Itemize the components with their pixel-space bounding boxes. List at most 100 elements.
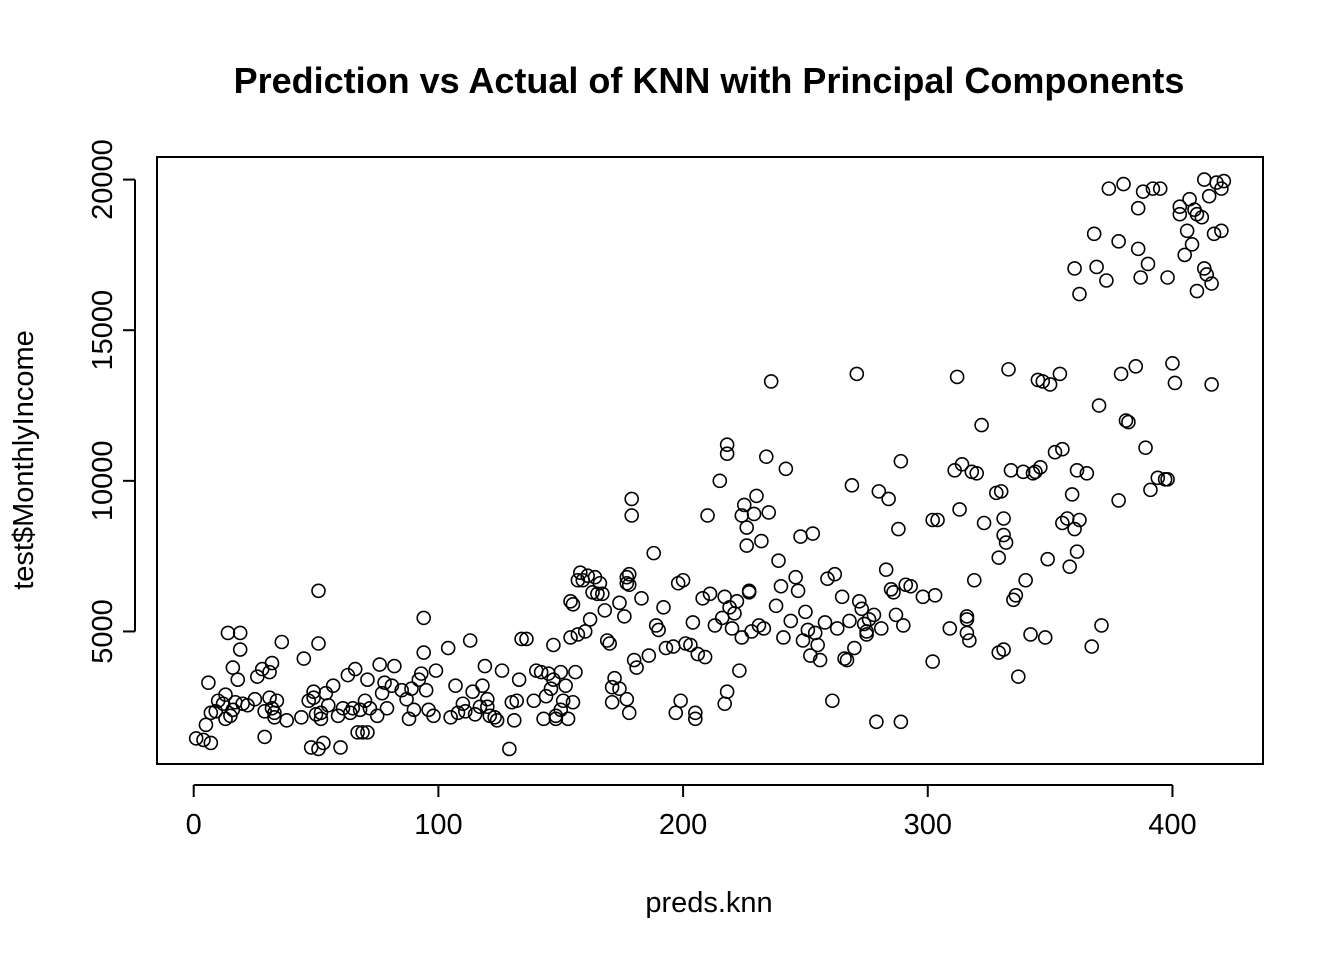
x-tick-label: 200 [659,809,707,841]
data-point [350,725,365,740]
data-point [700,508,715,523]
data-point [925,512,940,528]
data-point [1094,618,1109,633]
y-tick-label: 15000 [87,290,119,371]
data-point [1089,259,1104,275]
data-point [577,624,593,639]
data-point [225,660,241,675]
data-point [455,696,471,712]
data-point [360,672,375,687]
y-axis-label: test$MonthlyIncome [8,330,40,590]
data-point [668,705,684,721]
data-point [1121,414,1136,430]
data-point [996,527,1011,543]
data-point [1091,398,1107,413]
data-point [675,572,691,588]
data-point [695,591,710,606]
data-point [717,696,732,712]
data-point [232,642,248,657]
data-point [763,374,779,389]
data-point [480,699,495,715]
data-point [807,625,823,641]
data-point [736,497,752,513]
data-point [810,637,825,653]
data-point [1216,173,1232,189]
data-point [776,630,791,645]
data-point [959,612,975,627]
data-point [573,565,588,581]
data-point [619,569,635,585]
data-point [1172,199,1188,215]
data-point [739,520,755,535]
y-tick-label: 5000 [87,599,119,664]
data-point [859,627,874,642]
data-point [1128,359,1144,374]
data-point [617,609,632,624]
data-point [651,622,666,638]
data-point [1172,206,1188,222]
data-point [563,594,578,609]
data-point [257,729,272,745]
data-point [546,637,561,653]
data-point [974,417,989,433]
y-axis: 5000 10000 15000 20000 [87,139,136,664]
data-point [621,577,637,593]
y-tick-label: 20000 [87,139,119,220]
data-point [891,521,906,537]
data-point [619,691,635,707]
data-point [729,594,745,609]
data-point [878,562,894,577]
data-point [1206,226,1222,242]
data-point [247,691,263,707]
data-point [734,630,750,645]
data-point [793,529,808,544]
data-point [1179,223,1195,239]
data-point [856,616,872,632]
data-point [325,678,341,693]
data-point [428,663,444,678]
data-point [798,604,813,620]
data-point [604,679,620,695]
data-point [519,631,534,647]
data-point [352,702,368,718]
data-point [621,705,637,721]
data-point [771,553,786,568]
data-point [1204,276,1219,291]
data-point [1079,466,1095,481]
data-point [313,711,329,727]
data-point [526,693,542,709]
data-point [1067,261,1082,276]
data-point [869,714,884,730]
x-axis: 0 100 200 300 400 [186,784,1197,841]
data-point [697,649,713,665]
data-point [465,684,480,700]
data-point [998,535,1014,550]
data-point [1062,559,1077,574]
data-point [1035,374,1051,389]
data-point [264,655,280,671]
data-point [844,478,860,493]
data-point [712,473,728,489]
data-point [274,634,290,650]
data-point [467,706,483,722]
data-point [250,669,265,684]
data-point [597,603,613,618]
data-point [851,594,867,609]
data-point [590,586,605,602]
data-point [418,682,434,698]
data-point [719,437,735,452]
data-point [788,569,803,585]
data-point [311,636,326,651]
data-point [1018,572,1033,588]
data-point [903,578,918,594]
data-point [357,693,373,709]
data-point [198,717,214,733]
data-point [1143,482,1158,498]
data-point [416,610,432,626]
data-point [746,506,762,522]
data-point [827,566,843,582]
data-point [834,589,850,605]
data-point [817,615,833,630]
data-point [893,453,909,469]
data-point [372,657,387,672]
